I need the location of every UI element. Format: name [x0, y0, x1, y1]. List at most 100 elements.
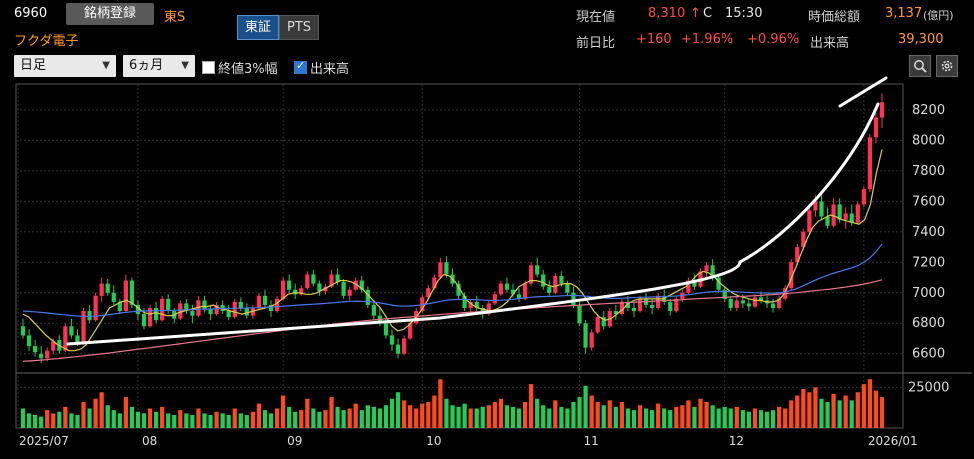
candle-body — [855, 204, 860, 223]
candle-body — [311, 274, 316, 284]
settings-button[interactable] — [936, 55, 958, 77]
volume-bar — [371, 406, 376, 428]
candle-body — [813, 201, 818, 211]
volume-bar — [855, 392, 860, 428]
volume-bar — [674, 406, 679, 428]
interval-select[interactable]: 日足 ▼ — [14, 55, 116, 77]
zoom-button[interactable] — [909, 55, 931, 77]
candle-body — [752, 297, 758, 307]
company-name: フクダ電子 — [14, 34, 79, 49]
candle-body — [395, 344, 401, 354]
volume-bar — [141, 413, 147, 428]
candle-body — [105, 283, 110, 293]
volume-bar — [341, 410, 346, 428]
candle-body — [801, 231, 806, 248]
volume-bar — [777, 406, 782, 428]
register-button[interactable]: 銘柄登録 — [66, 3, 154, 25]
price-time: 15:30 — [725, 6, 763, 21]
price-up-arrow-icon: ↑ — [690, 6, 701, 21]
candle-body — [129, 280, 135, 305]
candle-body — [734, 300, 739, 308]
volume-bar — [63, 406, 68, 428]
volume-bar — [728, 408, 733, 428]
volume-bar — [408, 405, 413, 428]
volume-bar — [656, 403, 661, 428]
tab-tse[interactable]: 東証 — [237, 15, 280, 40]
date-tick-label: 09 — [287, 434, 302, 448]
checkbox-box-checked[interactable] — [294, 59, 307, 74]
volume-bar — [764, 411, 770, 428]
volume-bar — [147, 408, 153, 428]
period-value: 6ヵ月 — [129, 58, 164, 73]
volume-bar — [99, 392, 104, 428]
candle-body — [196, 300, 201, 316]
volume-bar — [734, 406, 739, 428]
candle-body — [281, 280, 286, 299]
volume-bar — [716, 408, 721, 428]
volume-bar — [299, 410, 304, 428]
candle-body — [456, 283, 461, 296]
volume-bar — [359, 410, 364, 428]
candle-body — [287, 280, 292, 290]
price-tick-label: 8200 — [912, 103, 945, 118]
candle-body — [293, 289, 298, 295]
volume-bar — [649, 410, 655, 428]
volume-bar — [311, 408, 316, 428]
candle-body — [535, 265, 540, 275]
volume-bar — [232, 408, 237, 428]
tab-pts[interactable]: PTS — [279, 15, 320, 40]
candle-body — [160, 298, 165, 321]
date-tick-label: 08 — [142, 434, 157, 448]
candle-body — [432, 277, 437, 289]
candle-body — [716, 277, 721, 290]
candle-body — [789, 262, 794, 289]
candle-body — [341, 282, 346, 296]
volume-bar — [837, 400, 842, 428]
volume-bar — [268, 413, 274, 428]
period-select[interactable]: 6ヵ月 ▼ — [123, 55, 195, 77]
volume-bar — [81, 402, 86, 428]
candle-body — [686, 280, 691, 293]
volume-bar — [789, 400, 794, 428]
candle-body — [39, 353, 44, 359]
candle-body — [740, 300, 745, 304]
volume-bar — [867, 379, 872, 428]
volume-bar — [668, 410, 673, 428]
moving-average-line — [22, 243, 883, 318]
volume-bar — [529, 384, 534, 428]
checkbox-box[interactable] — [202, 61, 215, 74]
volume-bar — [438, 379, 443, 428]
volume-bar — [692, 406, 697, 428]
volume-bar — [190, 415, 195, 428]
volume-bar — [553, 400, 558, 428]
gear-icon — [941, 60, 953, 72]
candle-body — [99, 283, 104, 296]
interval-value: 日足 — [20, 58, 47, 73]
candle-body — [45, 350, 50, 359]
candle-body — [26, 335, 32, 347]
candle-body — [153, 308, 159, 321]
volume-bar — [686, 400, 691, 428]
volume-bar — [244, 415, 249, 428]
volume-bar — [87, 408, 92, 428]
volume-checkbox[interactable]: 出来高 — [294, 58, 349, 77]
volume-bar — [401, 400, 407, 428]
candle-body — [93, 295, 98, 321]
candle-body — [444, 262, 449, 275]
volume-bar — [795, 395, 800, 428]
price-flag: C — [703, 6, 713, 21]
price-tick-label: 7400 — [912, 225, 945, 240]
close3-checkbox[interactable]: 終値3%幅 — [202, 58, 278, 77]
candle-body — [728, 298, 733, 308]
volume-bar — [123, 397, 128, 428]
volume-bar — [426, 402, 431, 428]
volume-bar — [813, 387, 818, 428]
volume-bar — [589, 395, 594, 428]
volume-bar — [571, 402, 576, 428]
trend-annotation-arrow — [838, 76, 888, 108]
volume-bar — [565, 408, 570, 428]
volume-bar — [468, 408, 473, 428]
volume-bar — [662, 408, 667, 428]
volume-bar — [607, 400, 612, 428]
